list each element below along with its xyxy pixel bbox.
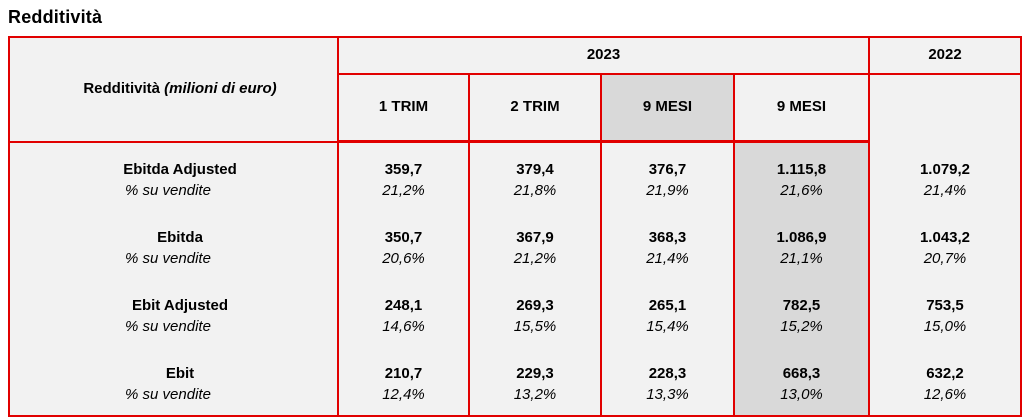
value-cell: 359,7 [337,141,470,180]
pct-cell: 15,0% [868,316,1022,347]
pct-label: % su vendite [8,180,339,211]
value-cell: 1.079,2 [868,141,1022,180]
value-cell: 368,3 [600,211,735,248]
pct-cell: 21,9% [600,180,735,211]
value-cell: 1.115,8 [733,141,870,180]
pct-cell: 14,6% [337,316,470,347]
corner-header-cell: Redditività (milioni di euro) [8,37,339,143]
row-label: Ebitda [8,211,339,248]
table-row-ebitda-pct: % su vendite 20,6% 21,2% 21,4% 21,1% 20,… [8,248,1022,279]
row-label: Ebit [8,347,339,384]
pct-cell: 15,4% [600,316,735,347]
pct-cell: 13,2% [468,384,602,416]
value-cell: 782,5 [733,279,870,316]
value-cell: 1.043,2 [868,211,1022,248]
year-header-row: Redditività (milioni di euro) 2023 2022 [8,37,1022,143]
corner-label: Redditività [83,79,165,97]
pct-label: % su vendite [8,384,339,416]
row-label: Ebit Adjusted [8,279,339,316]
pct-cell: 15,5% [468,316,602,347]
pct-label: % su vendite [8,316,339,347]
row-label: Ebitda Adjusted [8,141,339,180]
pct-cell: 13,3% [600,384,735,416]
table-row-ebit-adjusted: Ebit Adjusted 248,1 269,3 265,1 782,5 75… [8,279,1022,316]
pct-cell: 20,7% [868,248,1022,279]
value-cell: 350,7 [337,211,470,248]
pct-cell: 12,6% [868,384,1022,416]
value-cell: 229,3 [468,347,602,384]
pct-cell: 21,2% [337,180,470,211]
table-row-ebitda: Ebitda 350,7 367,9 368,3 1.086,9 1.043,2 [8,211,1022,248]
page-title: Redditività [8,7,103,27]
pct-cell: 12,4% [337,384,470,416]
col-header-2trim: 2 TRIM [468,74,602,143]
corner-unit-note: (milioni di euro) [164,79,277,97]
col-header-9mesi-2022: 9 MESI [733,74,870,143]
pct-label: % su vendite [8,248,339,279]
pct-cell: 21,4% [600,248,735,279]
pct-cell: 21,2% [468,248,602,279]
year-header-2023: 2023 [337,37,870,75]
value-cell: 265,1 [600,279,735,316]
value-cell: 376,7 [600,141,735,180]
pct-cell: 21,4% [868,180,1022,211]
table-row-ebitda-adjusted-pct: % su vendite 21,2% 21,8% 21,9% 21,6% 21,… [8,180,1022,211]
pct-cell: 15,2% [733,316,870,347]
value-cell: 228,3 [600,347,735,384]
col-header-1trim: 1 TRIM [337,74,470,143]
table-row-ebit-adjusted-pct: % su vendite 14,6% 15,5% 15,4% 15,2% 15,… [8,316,1022,347]
pct-cell: 21,1% [733,248,870,279]
profitability-table: Redditività (milioni di euro) 2023 2022 … [8,36,1022,417]
value-cell: 210,7 [337,347,470,384]
col-header-9mesi-2023: 9 MESI [600,74,735,143]
pct-cell: 20,6% [337,248,470,279]
value-cell: 248,1 [337,279,470,316]
pct-cell: 13,0% [733,384,870,416]
value-cell: 1.086,9 [733,211,870,248]
value-cell: 668,3 [733,347,870,384]
value-cell: 632,2 [868,347,1022,384]
value-cell: 269,3 [468,279,602,316]
year-header-2022: 2022 [868,37,1022,75]
pct-cell: 21,6% [733,180,870,211]
period-header-row: 1 TRIM 2 TRIM 9 MESI 9 MESI [9,74,1021,143]
table-row-ebitda-adjusted: Ebitda Adjusted 359,7 379,4 376,7 1.115,… [8,141,1022,180]
value-cell: 753,5 [868,279,1022,316]
pct-cell: 21,8% [468,180,602,211]
table-row-ebit: Ebit 210,7 229,3 228,3 668,3 632,2 [8,347,1022,384]
table-row-ebit-pct: % su vendite 12,4% 13,2% 13,3% 13,0% 12,… [8,384,1022,416]
value-cell: 367,9 [468,211,602,248]
value-cell: 379,4 [468,141,602,180]
